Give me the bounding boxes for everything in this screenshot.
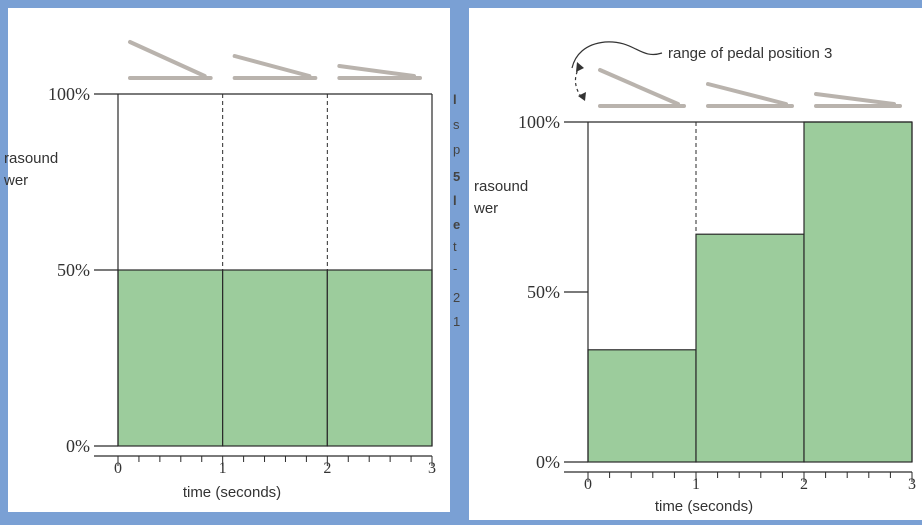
margin-text-fragment: s [453,117,460,132]
pedal-lever [706,82,788,106]
margin-text-fragment: 5 [453,169,460,184]
pedal-icon-2 [232,54,318,80]
x-tick-label: 0 [114,460,122,477]
y-tick-label: 0% [536,452,560,472]
pedal-lever [337,64,416,78]
x-tick-label: 2 [800,476,808,493]
x-axis-label: time (seconds) [183,484,281,501]
arrow-head-top [576,62,584,72]
pedal-icon-3 [337,64,422,80]
x-tick-label: 2 [323,460,331,477]
arrow-head-bottom [578,92,586,101]
margin-text-fragment: 2 [453,290,460,305]
annotation-text: range of pedal position 3 [668,45,832,62]
y-tick-label: 100% [48,84,90,104]
bar-1 [695,233,805,463]
pedal-range-annotation: range of pedal position 3 [571,41,832,101]
pedal-lever [232,54,312,78]
x-tick-label: 1 [219,460,227,477]
y-tick-label: 100% [518,112,560,132]
pedal-icon-1 [128,40,213,80]
y-axis-label-line-1: wer [473,200,498,217]
margin-text-fragment: l [453,92,457,107]
bar-1 [222,269,328,447]
pedal-icon-1 [598,68,686,108]
margin-text-fragment: p [453,142,460,157]
pedal-lever [128,40,207,78]
margin-text-fragment: t [453,239,457,254]
x-axis-label: time (seconds) [655,498,753,515]
bar-2 [803,121,913,463]
y-axis-label-line-0: rasound [474,178,528,195]
y-axis-label-line-0: rasound [4,150,58,167]
y-tick-label: 0% [66,436,90,456]
chart-right: 0% 50% 100% 0 1 2 3 time (seconds) rasound wer ran… [469,8,922,520]
bar-0 [117,269,224,447]
x-tick-label: 0 [584,476,592,493]
annotation-leader [571,41,663,69]
margin-text-fragment: 1 [453,314,460,329]
margin-text-fragment: - [453,261,457,276]
margin-text-fragment: l [453,193,457,208]
bar-2 [326,269,433,447]
y-tick-label: 50% [57,260,90,280]
bar-0 [587,349,697,463]
pedal-icon-3 [814,92,902,108]
pedal-lever [814,92,896,106]
pedal-icon-2 [706,82,794,108]
x-tick-label: 3 [908,476,916,493]
x-tick-label: 3 [428,460,436,477]
x-tick-label: 1 [692,476,700,493]
pedal-lever [598,68,680,106]
y-axis-label-line-1: wer [3,172,28,189]
margin-text-fragment: e [453,217,460,232]
y-tick-label: 50% [527,282,560,302]
